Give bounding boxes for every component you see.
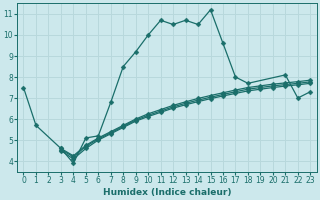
X-axis label: Humidex (Indice chaleur): Humidex (Indice chaleur) (103, 188, 231, 197)
